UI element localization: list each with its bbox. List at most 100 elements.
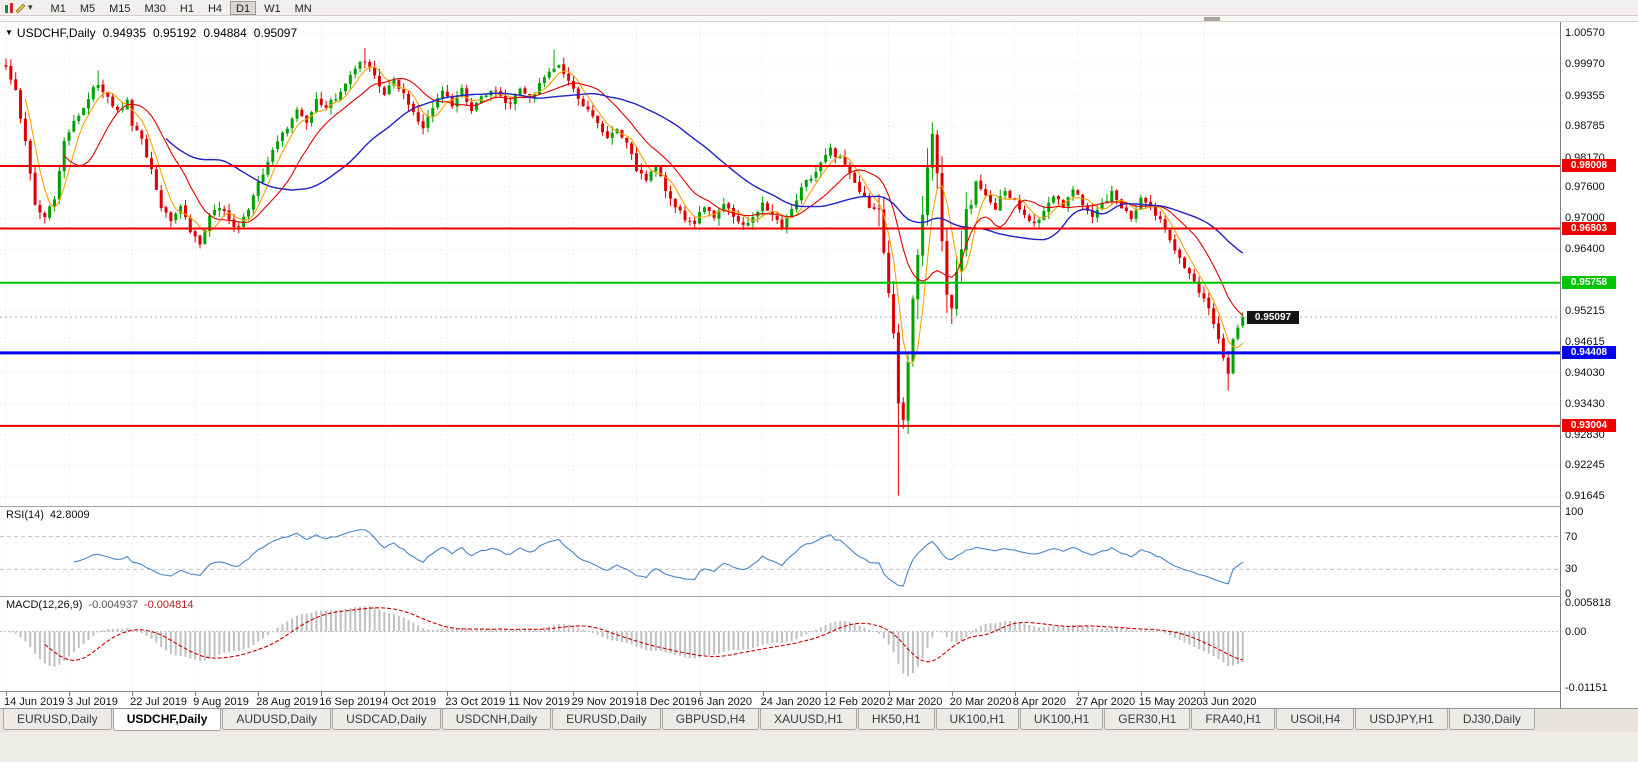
date-tick: [1203, 692, 1205, 696]
panel-splitter[interactable]: [0, 506, 1638, 507]
tab-fra40-h1[interactable]: FRA40,H1: [1191, 709, 1276, 730]
date-axis-label: 28 Aug 2019: [256, 696, 318, 708]
chart-symbol-label: USDCHF,Daily: [16, 26, 96, 40]
date-tick: [195, 692, 197, 696]
macd-signal-value: -0.004814: [143, 599, 194, 611]
date-axis-label: 6 Jan 2020: [697, 696, 752, 708]
macd-panel[interactable]: [0, 597, 1560, 691]
price-axis-label: 0.97000: [1565, 212, 1605, 225]
date-tick: [510, 692, 512, 696]
tab-usdjpy-h1[interactable]: USDJPY,H1: [1355, 709, 1448, 730]
tab-hk50-h1[interactable]: HK50,H1: [857, 709, 935, 730]
macd-histogram: [9, 605, 1244, 677]
ohlc-close: 0.95097: [253, 26, 298, 40]
date-tick: [6, 692, 7, 696]
timeframe-m1[interactable]: M1: [50, 2, 66, 15]
timeframe-toolbar: M1 M5 M15 M30 H1 H4 D1 W1 MN: [45, 0, 320, 16]
date-axis-label: 11 Nov 2019: [508, 696, 570, 708]
chart-tools-button[interactable]: ▾: [0, 0, 37, 16]
date-tick: [1140, 692, 1142, 696]
date-axis-label: 22 Jul 2019: [130, 696, 187, 708]
chart-hscroll[interactable]: [0, 16, 1638, 22]
main-chart-panel[interactable]: [0, 22, 1560, 506]
rsi-axis-label: 30: [1565, 563, 1578, 576]
price-axis-label: 0.94030: [1565, 366, 1605, 379]
hline-price-badge-0.94408: 0.94408: [1562, 346, 1616, 360]
price-axis-label: 1.00570: [1565, 26, 1605, 39]
rsi-value: 42.8009: [49, 509, 90, 521]
timeframe-h1[interactable]: H1: [179, 2, 194, 15]
ma-medium-line: [63, 77, 1244, 316]
hline-price-badge-0.95758: 0.95758: [1562, 276, 1616, 290]
rsi-axis-label: 70: [1565, 530, 1578, 543]
date-tick: [447, 692, 449, 696]
timeframe-m5[interactable]: M5: [79, 2, 96, 15]
date-tick: [258, 692, 260, 696]
price-axis-label: 0.91645: [1565, 490, 1605, 503]
hline-price-badge-0.93004: 0.93004: [1562, 419, 1616, 433]
ma-fast-line: [24, 66, 1244, 365]
timeframe-d1[interactable]: D1: [230, 0, 257, 15]
macd-signal-line: [44, 607, 1243, 663]
date-axis-label: 29 Nov 2019: [571, 696, 634, 708]
date-axis-label: 12 Feb 2020: [823, 696, 886, 708]
price-axis[interactable]: 1.00570 0.99970 0.99355 0.98785 0.98170 0.976…: [1560, 22, 1638, 708]
tab-usoil-h4[interactable]: USOil,H4: [1276, 709, 1355, 730]
price-axis-label: 0.97600: [1565, 181, 1605, 194]
price-axis-label: 0.99970: [1565, 58, 1605, 71]
date-tick: [132, 692, 134, 696]
rsi-line: [73, 529, 1244, 587]
current-price-badge: 0.95097: [1247, 310, 1299, 324]
date-tick: [951, 692, 953, 696]
timeframe-m30[interactable]: M30: [144, 2, 166, 15]
main-grid: [0, 22, 1560, 506]
macd-label: MACD(12,26,9) -0.004937 -0.004814: [6, 599, 194, 611]
tab-gbpusd-h4[interactable]: GBPUSD,H4: [661, 709, 760, 730]
chart-edit-icon: [5, 2, 26, 13]
tab-eurusd-daily[interactable]: EURUSD,Daily: [552, 709, 661, 730]
bottom-strip: [0, 732, 1638, 762]
date-tick: [825, 692, 827, 696]
date-tick: [384, 692, 386, 696]
date-axis-label: 4 Oct 2019: [382, 696, 437, 708]
ohlc-high: 0.95192: [153, 26, 197, 40]
tab-usdcad-daily[interactable]: USDCAD,Daily: [332, 709, 441, 730]
chart-hscroll-thumb[interactable]: [1204, 17, 1220, 21]
date-axis-label: 2 Mar 2020: [886, 696, 943, 708]
tab-xauusd-h1[interactable]: XAUUSD,H1: [760, 709, 857, 730]
hline-price-badge-0.96803: 0.96803: [1562, 222, 1616, 236]
macd-axis-label: 0.00: [1565, 625, 1587, 638]
tab-dj30-daily[interactable]: DJ30,Daily: [1448, 709, 1535, 730]
timeframe-mn[interactable]: MN: [294, 2, 312, 15]
price-axis-label: 0.93430: [1565, 397, 1605, 410]
macd-main-value: -0.004937: [88, 599, 138, 611]
rsi-axis-label: 0: [1565, 588, 1572, 600]
date-axis[interactable]: 14 Jun 2019 3 Jul 2019 22 Jul 2019 9 Aug 20…: [0, 691, 1638, 708]
rsi-panel[interactable]: [0, 507, 1560, 596]
rsi-axis-label: 100: [1565, 506, 1584, 518]
date-axis-label: 23 Oct 2019: [445, 696, 506, 708]
tab-audusd-daily[interactable]: AUDUSD,Daily: [222, 709, 332, 730]
date-tick: [699, 692, 701, 696]
timeframe-h4[interactable]: H4: [207, 2, 223, 15]
macd-title: MACD(12,26,9): [6, 599, 83, 611]
tab-uk100-h1[interactable]: UK100,H1: [1019, 709, 1104, 730]
timeframe-m15[interactable]: M15: [109, 2, 131, 15]
collapse-chart-button[interactable]: ▼: [5, 28, 13, 37]
date-tick: [762, 692, 764, 696]
tab-ger30-h1[interactable]: GER30,H1: [1104, 709, 1191, 730]
price-axis-label: 0.92245: [1565, 459, 1605, 472]
price-axis-label: 0.95215: [1565, 305, 1605, 317]
hline-price-badge-0.98008: 0.98008: [1562, 159, 1616, 173]
price-axis-label: 0.99355: [1565, 90, 1605, 102]
tab-eurusd-daily[interactable]: EURUSD,Daily: [3, 709, 112, 730]
rsi-label: RSI(14) 42.8009: [6, 509, 90, 521]
tab-usdcnh-daily[interactable]: USDCNH,Daily: [441, 709, 552, 730]
date-tick: [321, 692, 323, 696]
timeframe-w1[interactable]: W1: [264, 2, 281, 15]
tab-uk100-h1[interactable]: UK100,H1: [935, 709, 1019, 730]
panel-splitter[interactable]: [0, 596, 1638, 597]
macd-axis-label: -0.01151: [1565, 682, 1608, 694]
tab-usdchf-daily[interactable]: USDCHF,Daily: [112, 709, 222, 731]
